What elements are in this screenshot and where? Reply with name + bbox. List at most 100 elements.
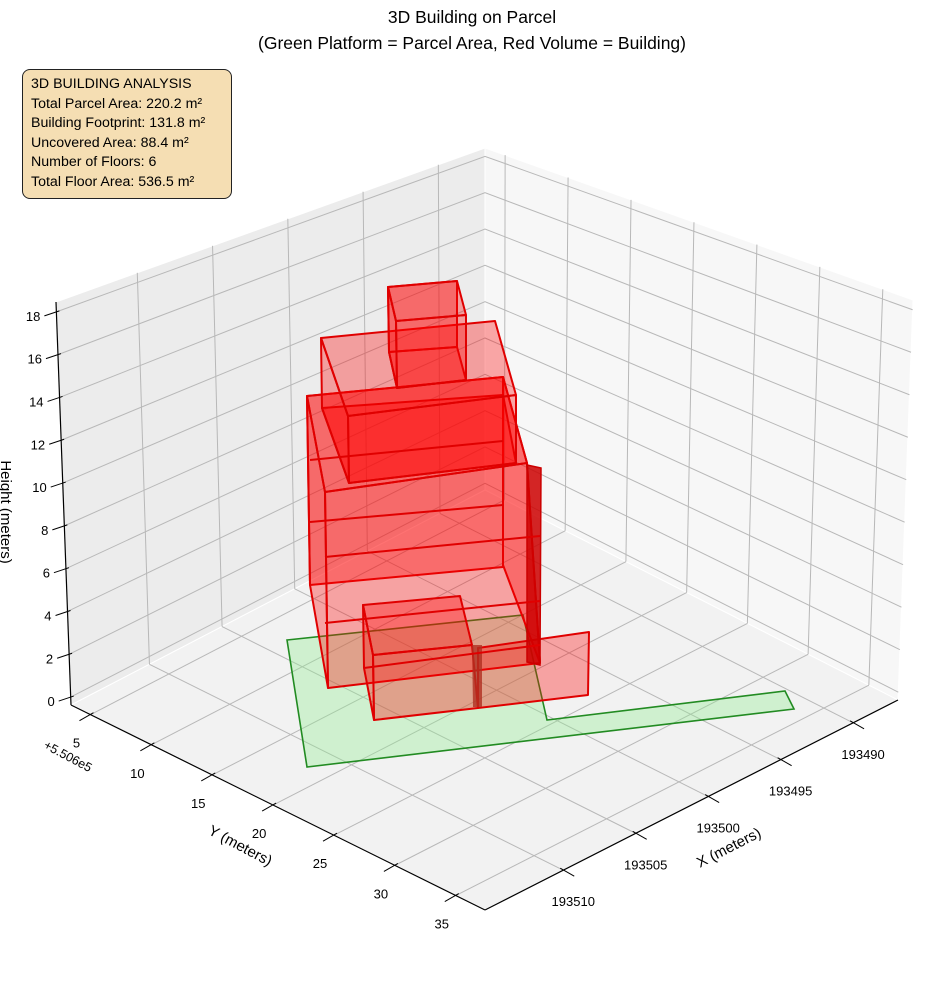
- y-tick-label: 5: [73, 736, 80, 751]
- x-tick: [560, 867, 575, 877]
- z-tick-label: 18: [26, 309, 40, 324]
- wall-gridline-y: [564, 177, 569, 531]
- info-number-of-floors: Number of Floors: 6: [31, 154, 157, 171]
- wall-gridline-z: [65, 373, 904, 570]
- y-tick-label: 20: [252, 826, 266, 841]
- y-tick: [383, 862, 399, 872]
- x-tick: [777, 757, 792, 767]
- top-floor-roof: [387, 280, 467, 322]
- x-tick-label: 193490: [841, 747, 884, 762]
- wall-gridline-y: [503, 155, 506, 500]
- wall-gridline-x: [437, 164, 441, 514]
- building-column: [472, 645, 482, 707]
- wall-gridline-z: [57, 192, 912, 356]
- wall-gridline-x: [362, 191, 368, 552]
- z-tick-label: 6: [43, 566, 50, 581]
- z-axis-label: Height (meters): [0, 460, 14, 563]
- wall-gridline-z: [59, 228, 910, 398]
- x-tick-label: 193505: [624, 857, 667, 872]
- upper-floor-roof: [320, 320, 517, 417]
- z-tick-label: 14: [29, 394, 43, 409]
- wall-gridline-z: [68, 446, 901, 655]
- z-tick-label: 8: [41, 523, 48, 538]
- wall-gridline-y: [868, 289, 884, 686]
- y-tick: [322, 832, 338, 842]
- building-side-wall: [526, 464, 542, 666]
- y-tick-label: 30: [374, 886, 388, 901]
- y-tick: [79, 712, 94, 722]
- floor-gridline-y: [455, 684, 870, 896]
- chart-subtitle: (Green Platform = Parcel Area, Red Volum…: [258, 33, 686, 53]
- floor-gridline-y: [151, 530, 566, 746]
- info-building-footprint: Building Footprint: 131.8 m²: [31, 115, 206, 132]
- z-tick: [52, 524, 68, 531]
- y-axis-line: [70, 704, 486, 911]
- y-tick-label: 15: [191, 796, 205, 811]
- y-offset-label: +5.506e5: [41, 738, 94, 775]
- x-tick-label: 193495: [769, 784, 812, 799]
- floor-line: [309, 504, 504, 523]
- wall-gridline-z: [67, 410, 902, 612]
- axes: [44, 301, 899, 911]
- y-tick: [140, 742, 155, 752]
- lower-wing-front-face: [372, 644, 479, 721]
- wall-gridline-y: [807, 266, 821, 655]
- z-tick: [56, 652, 73, 659]
- x-tick-label: 193500: [696, 821, 739, 836]
- wall-gridline-z: [70, 482, 899, 698]
- floor-gridline-x: [367, 550, 781, 761]
- z-tick-label: 16: [27, 352, 41, 367]
- floor-line: [363, 644, 541, 669]
- x-tick: [632, 830, 647, 840]
- x-axis-line: [484, 699, 899, 911]
- x-tick-label: 193510: [552, 894, 595, 909]
- wall-gridline-y: [746, 244, 758, 624]
- wall-gridline-z: [64, 337, 905, 527]
- floor-line: [324, 535, 541, 558]
- analysis-info-box: 3D BUILDING ANALYSIS Total Parcel Area: …: [22, 69, 232, 199]
- info-heading: 3D BUILDING ANALYSIS: [31, 76, 192, 92]
- y-tick-label: 35: [435, 917, 449, 932]
- floor-line: [324, 600, 541, 624]
- x-tick: [849, 720, 865, 730]
- z-tick: [45, 353, 62, 360]
- z-tick: [58, 695, 74, 702]
- z-tick-label: 0: [47, 694, 54, 709]
- info-total-floor-area: Total Floor Area: 536.5 m²: [31, 173, 195, 190]
- top-floor-front-face: [395, 314, 467, 389]
- z-tick: [55, 609, 71, 616]
- floor-gridline-y: [333, 622, 748, 836]
- wall-gridline-y: [686, 222, 695, 593]
- y-tick: [444, 893, 460, 902]
- z-tick-label: 4: [44, 608, 51, 623]
- z-axis-line: [55, 301, 72, 706]
- x-tick: [704, 794, 720, 803]
- parcel-polygon: [286, 614, 796, 768]
- z-tick-label: 2: [46, 651, 53, 666]
- z-tick: [47, 395, 63, 402]
- wall-gridline-z: [62, 301, 907, 484]
- floor-gridline-y: [90, 499, 505, 716]
- y-tick: [200, 772, 216, 782]
- parcel-platform: [286, 614, 796, 768]
- floor-gridline-x: [149, 663, 564, 871]
- info-uncovered-area: Uncovered Area: 88.4 m²: [31, 134, 189, 151]
- z-tick-label: 10: [32, 480, 46, 495]
- tick-labels: 0 2 4 6 8 10 12 14 16 18 5 10 15 20 25 30 35 193490 193495…: [26, 309, 885, 932]
- floor-line: [309, 440, 504, 461]
- floor-gridline-x: [439, 512, 854, 724]
- wall-gridline-y: [625, 199, 632, 562]
- info-parcel-area: Total Parcel Area: 220.2 m²: [31, 95, 203, 112]
- z-tick: [48, 438, 65, 445]
- wall-gridline-x: [212, 245, 223, 627]
- z-tick: [53, 567, 70, 574]
- y-tick-label: 10: [130, 766, 144, 781]
- building-volume: [306, 280, 590, 721]
- wall-gridline-x: [136, 272, 150, 665]
- wall-gridline-z: [56, 155, 913, 313]
- floor-gridline-y: [212, 561, 627, 776]
- z-tick: [44, 310, 60, 317]
- grid-lines: [56, 155, 913, 896]
- chart-title: 3D Building on Parcel: [387, 7, 557, 27]
